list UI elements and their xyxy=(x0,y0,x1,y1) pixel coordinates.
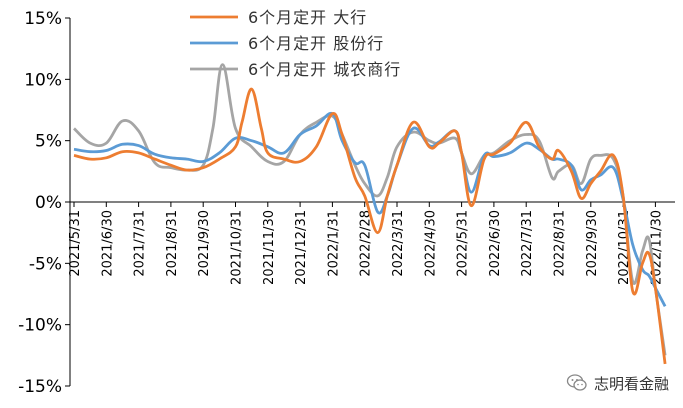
y-tick-label: 15% xyxy=(24,9,62,29)
x-tick-label: 2022/7/31 xyxy=(520,210,535,277)
x-tick-label: 2021/5/31 xyxy=(68,210,83,277)
x-tick-label: 2021/9/30 xyxy=(197,210,212,277)
y-tick-labels: 15% 10% 5% 0% -5% -10% -15% xyxy=(18,9,70,397)
x-tick-labels: 2021/5/31 2021/6/30 2021/7/31 2021/8/31 2021… xyxy=(68,202,664,285)
x-tick-label: 2021/10/31 xyxy=(230,210,245,285)
y-tick-label: 5% xyxy=(35,132,62,152)
x-tick-label: 2021/11/30 xyxy=(262,210,277,285)
y-tick-label: -15% xyxy=(18,377,62,397)
x-tick-label: 2021/6/30 xyxy=(100,210,115,277)
x-tick-label: 2022/6/30 xyxy=(488,210,503,277)
wechat-icon xyxy=(566,374,587,391)
legend-label: 6个月定开 股份行 xyxy=(248,34,384,53)
x-tick-label: 2022/5/31 xyxy=(456,210,471,277)
x-tick-label: 2022/8/31 xyxy=(553,210,568,277)
x-tick-label: 2021/7/31 xyxy=(133,210,148,277)
watermark-text: 志明看金融 xyxy=(593,374,669,393)
x-tick-label: 2022/2/28 xyxy=(359,210,374,277)
legend-label: 6个月定开 大行 xyxy=(248,8,367,27)
y-tick-label: -5% xyxy=(29,254,62,274)
watermark: 志明看金融 xyxy=(566,372,669,394)
x-tick-label: 2021/8/31 xyxy=(165,210,180,277)
y-tick-label: 10% xyxy=(24,70,62,90)
y-tick-label: 0% xyxy=(35,193,62,213)
x-tick-label: 2022/3/31 xyxy=(391,210,406,277)
y-tick-label: -10% xyxy=(18,316,62,336)
x-tick-label: 2022/1/31 xyxy=(326,210,341,277)
legend: 6个月定开 大行 6个月定开 股份行 6个月定开 城农商行 xyxy=(190,8,401,79)
series-line-0 xyxy=(73,87,667,365)
x-tick-label: 2022/9/30 xyxy=(585,210,600,277)
x-tick-label: 2022/4/30 xyxy=(423,210,438,277)
series-lines xyxy=(73,63,667,365)
legend-label: 6个月定开 城农商行 xyxy=(248,60,401,79)
x-tick-label: 2021/12/31 xyxy=(294,210,309,285)
